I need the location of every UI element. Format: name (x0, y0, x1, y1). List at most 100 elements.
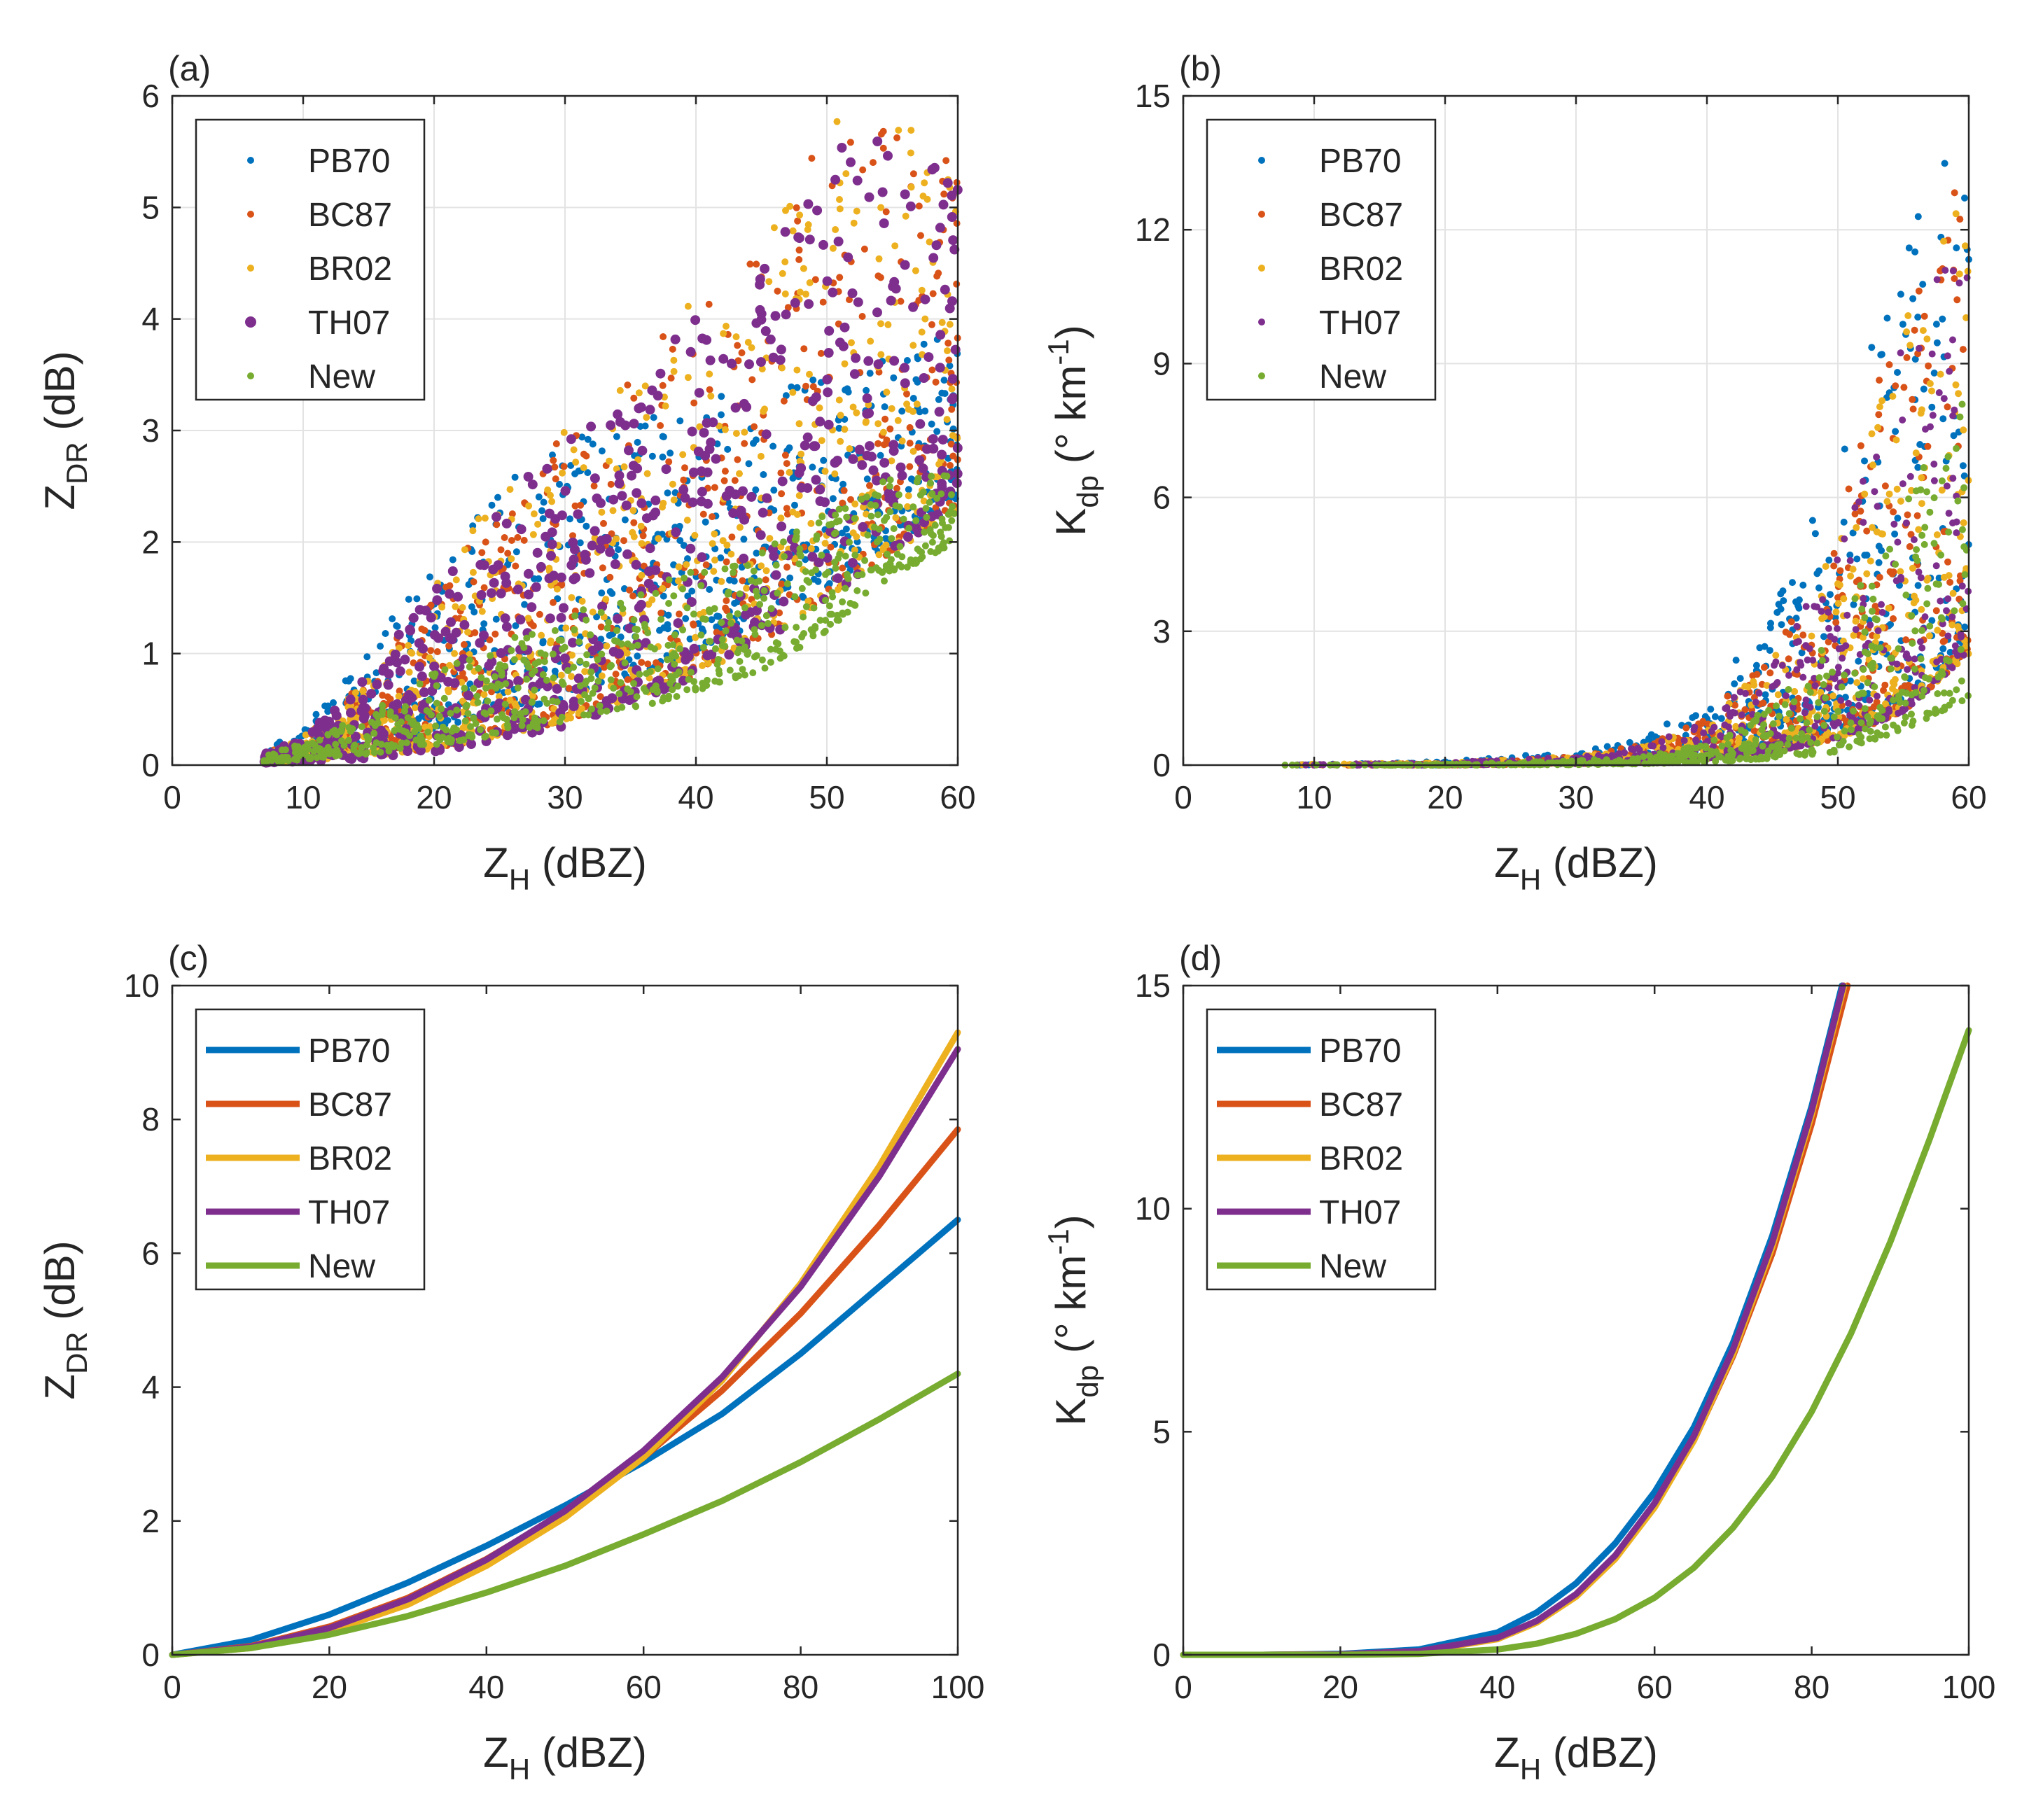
scatter-point-bc87 (680, 476, 688, 484)
scatter-point-bc87 (1953, 296, 1961, 304)
scatter-point-br02 (821, 468, 829, 475)
x-axis-label-unit: (dBZ) (530, 839, 647, 886)
y-tick-label: 3 (141, 412, 160, 449)
scatter-point-new (643, 670, 650, 678)
scatter-point-br02 (1853, 679, 1861, 687)
scatter-point-new (578, 698, 585, 705)
scatter-point-new (776, 648, 783, 654)
scatter-point-new (886, 476, 894, 484)
scatter-point-th07 (739, 553, 749, 564)
scatter-point-bc87 (1759, 699, 1767, 707)
scatter-point-new (825, 602, 833, 610)
scatter-point-br02 (660, 499, 667, 507)
scatter-point-new (796, 550, 804, 557)
scatter-point-bc87 (665, 458, 673, 465)
scatter-point-pb70 (578, 433, 586, 441)
scatter-point-pb70 (724, 445, 732, 453)
scatter-point-br02 (800, 265, 807, 272)
scatter-point-th07 (897, 470, 907, 481)
scatter-point-new (500, 714, 508, 722)
scatter-point-new (736, 657, 744, 665)
scatter-point-br02 (732, 430, 740, 438)
scatter-point-new (605, 619, 613, 626)
scatter-point-br02 (720, 330, 727, 337)
scatter-point-br02 (882, 541, 890, 549)
scatter-point-br02 (789, 227, 797, 234)
scatter-point-th07 (390, 650, 400, 659)
scatter-point-pb70 (760, 471, 767, 478)
scatter-point-br02 (902, 212, 909, 220)
scatter-point-br02 (762, 567, 770, 575)
scatter-point-bc87 (508, 510, 516, 518)
scatter-point-br02 (578, 597, 586, 605)
scatter-point-new (846, 538, 853, 546)
scatter-point-new (937, 543, 945, 551)
scatter-point-br02 (1883, 498, 1891, 505)
scatter-point-br02 (719, 537, 727, 545)
scatter-point-th07 (895, 462, 906, 472)
scatter-point-br02 (534, 520, 542, 528)
scatter-point-pb70 (921, 407, 929, 415)
scatter-point-new (498, 668, 506, 676)
scatter-point-bc87 (660, 333, 667, 340)
scatter-point-pb70 (536, 700, 543, 708)
scatter-point-bc87 (699, 510, 707, 518)
scatter-point-pb70 (1795, 596, 1803, 603)
scatter-point-th07 (345, 694, 356, 705)
scatter-point-th07 (516, 524, 527, 535)
scatter-point-th07 (569, 701, 579, 712)
scatter-point-new (756, 601, 764, 608)
scatter-point-br02 (743, 584, 751, 592)
scatter-point-new (293, 756, 301, 764)
x-axis-label-sub: H (509, 863, 530, 896)
scatter-point-pb70 (1897, 290, 1904, 298)
scatter-point-th07 (706, 438, 716, 448)
scatter-point-new (372, 710, 380, 718)
scatter-point-th07 (403, 746, 413, 757)
scatter-point-bc87 (497, 546, 505, 554)
scatter-point-new (494, 680, 502, 688)
scatter-point-bc87 (1876, 377, 1883, 384)
scatter-point-bc87 (624, 676, 632, 683)
scatter-point-new (423, 707, 431, 715)
scatter-point-new (718, 642, 726, 650)
scatter-point-th07 (927, 164, 937, 175)
scatter-point-br02 (478, 608, 486, 615)
scatter-point-pb70 (753, 550, 760, 557)
scatter-point-th07 (560, 486, 571, 496)
scatter-point-new (511, 708, 518, 715)
scatter-point-th07 (923, 352, 934, 363)
scatter-point-bc87 (781, 451, 789, 459)
scatter-point-bc87 (1946, 578, 1954, 586)
scatter-point-new (793, 624, 800, 631)
scatter-point-bc87 (624, 382, 632, 388)
scatter-point-th07 (935, 223, 945, 233)
scatter-point-pb70 (770, 486, 778, 494)
scatter-point-new (400, 727, 407, 735)
scatter-point-bc87 (1787, 618, 1795, 626)
scatter-point-br02 (1897, 498, 1904, 505)
scatter-point-bc87 (681, 464, 688, 472)
scatter-point-new (679, 585, 686, 593)
scatter-point-bc87 (728, 533, 736, 541)
scatter-point-th07 (357, 677, 368, 687)
scatter-point-new (467, 723, 474, 731)
scatter-point-br02 (547, 639, 554, 647)
scatter-point-th07 (463, 690, 473, 701)
scatter-point-th07 (557, 510, 567, 521)
scatter-point-th07 (673, 618, 683, 629)
scatter-point-th07 (864, 192, 874, 202)
y-tick-label: 1 (141, 636, 160, 672)
scatter-point-br02 (655, 535, 662, 542)
scatter-point-new (531, 686, 538, 694)
scatter-point-pb70 (1645, 735, 1652, 743)
scatter-point-new (453, 726, 460, 734)
scatter-point-bc87 (783, 460, 790, 468)
scatter-point-pb70 (449, 556, 456, 564)
scatter-point-br02 (836, 196, 843, 203)
scatter-point-th07 (804, 234, 815, 245)
scatter-point-th07 (914, 455, 925, 465)
scatter-point-br02 (879, 428, 887, 436)
scatter-point-new (433, 682, 440, 690)
scatter-point-th07 (447, 566, 458, 576)
